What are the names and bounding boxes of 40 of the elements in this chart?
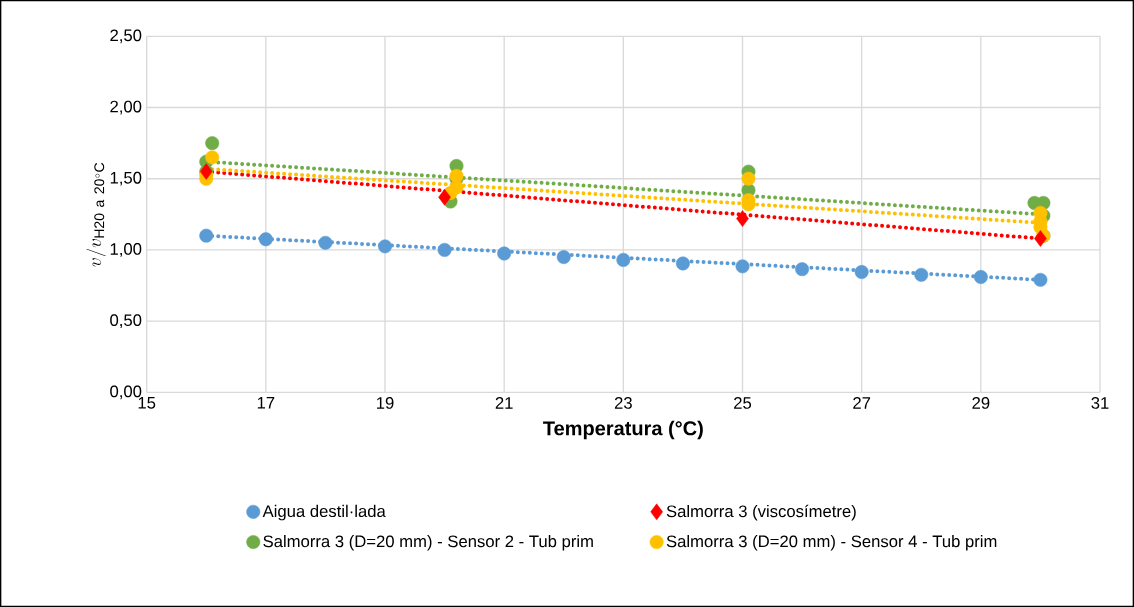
point (205, 136, 220, 151)
point (205, 150, 220, 165)
point (616, 252, 631, 267)
x-tick-label: 19 (377, 397, 394, 409)
legend-label: Salmorra 3 (D=20 mm) - Sensor 4 - Tub prim (666, 535, 997, 551)
point (437, 243, 452, 257)
point (258, 232, 273, 247)
legend-label: Salmorra 3 (D=20 mm) - Sensor 2 - Tub prim (263, 535, 593, 551)
point (854, 265, 869, 279)
point (497, 246, 512, 261)
y-tick-label: 2,00 (110, 100, 142, 115)
x-tick-label: 29 (972, 397, 990, 409)
point (378, 239, 392, 254)
x-tick-label: 27 (853, 397, 871, 409)
point (736, 210, 749, 227)
point (675, 256, 690, 271)
y-axis-title: $v/v_{\mathrm{H20\ a\ 20^{\circ}C}}$ (86, 162, 106, 267)
point (318, 235, 333, 250)
point (199, 228, 214, 243)
y-tick-label: 2,50 (110, 29, 142, 44)
legend-label: Salmorra 3 (viscosímetre) (666, 504, 856, 521)
point (735, 259, 750, 274)
x-tick-label: 23 (614, 397, 632, 409)
point (1033, 272, 1048, 287)
point (973, 270, 988, 284)
x-tick-label: 17 (257, 397, 275, 409)
x-tick-label: 25 (734, 397, 752, 409)
point (1034, 230, 1047, 247)
y-tick-label: 0,50 (110, 314, 142, 329)
x-axis-title: Temperatura (°C) (543, 420, 703, 440)
y-tick-label: 1,00 (110, 243, 142, 257)
point (556, 250, 571, 264)
point (914, 267, 929, 282)
y-tick-label: 1,50 (110, 171, 142, 186)
x-tick-label: 31 (1091, 397, 1109, 409)
point (438, 188, 451, 206)
point (741, 171, 756, 186)
point (795, 262, 810, 277)
legend-label: Aigua destil·lada (262, 504, 386, 521)
x-tick-label: 21 (495, 397, 513, 409)
